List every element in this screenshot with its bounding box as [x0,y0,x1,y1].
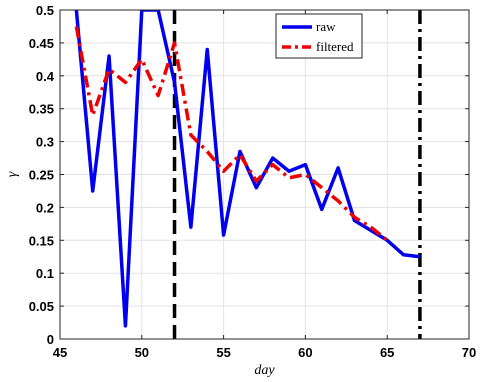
series-line-raw [74,10,421,328]
y-tick-label: 0.25 [29,168,54,183]
y-tick-label: 0.05 [29,299,54,314]
y-tick-label: 0.15 [29,233,54,248]
legend-label-filtered: filtered [316,39,354,54]
y-tick-label: 0.5 [36,3,54,18]
y-tick-label: 0.4 [36,69,55,84]
y-tick-label: 0.2 [36,200,54,215]
y-tick-label: 0.3 [36,135,54,150]
plot-content [74,10,422,339]
y-axis-label: γ [5,171,20,177]
y-tick-label: 0.35 [29,102,54,117]
legend: raw filtered [275,13,363,59]
series-line-filtered [74,26,389,242]
x-axis-label: day [254,363,275,378]
y-tick-label: 0.45 [29,36,54,51]
axes: 45 50 55 60 65 70 0 0.05 0.1 0.15 0.2 0.25 0.3 0.35 0.… [29,3,477,360]
x-tick-label: 60 [298,345,312,360]
legend-box [275,13,363,59]
legend-label-raw: raw [316,19,336,34]
y-tick-label: 0 [47,332,54,347]
x-tick-label: 70 [462,345,476,360]
y-tick-label: 0.1 [36,266,54,281]
x-tick-label: 65 [380,345,394,360]
x-tick-label: 55 [216,345,230,360]
x-tick-label: 50 [135,345,149,360]
x-tick-label: 45 [53,345,67,360]
